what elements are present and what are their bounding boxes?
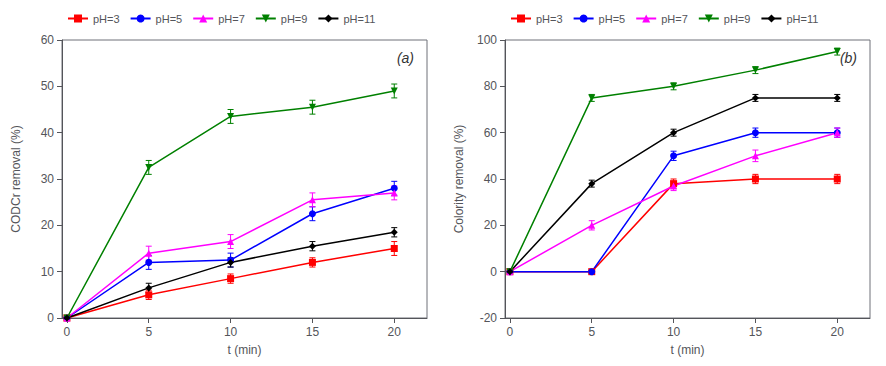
svg-text:pH=5: pH=5 (156, 13, 183, 25)
svg-text:50: 50 (41, 79, 55, 93)
svg-text:CODCr removal (%): CODCr removal (%) (9, 125, 23, 232)
svg-text:10: 10 (667, 325, 681, 339)
svg-text:-20: -20 (480, 311, 498, 325)
svg-text:pH=7: pH=7 (661, 13, 688, 25)
svg-text:60: 60 (41, 33, 55, 47)
svg-text:40: 40 (484, 172, 498, 186)
svg-text:80: 80 (484, 79, 498, 93)
svg-text:0: 0 (507, 325, 514, 339)
svg-text:pH=3: pH=3 (536, 13, 563, 25)
svg-text:100: 100 (477, 33, 497, 47)
svg-text:0: 0 (64, 325, 71, 339)
svg-text:40: 40 (41, 126, 55, 140)
svg-text:(b): (b) (840, 50, 857, 66)
svg-text:(a): (a) (397, 50, 414, 66)
svg-text:pH=3: pH=3 (93, 13, 120, 25)
svg-text:0: 0 (47, 311, 54, 325)
svg-text:20: 20 (388, 325, 402, 339)
svg-text:10: 10 (224, 325, 238, 339)
svg-text:5: 5 (145, 325, 152, 339)
svg-text:pH=11: pH=11 (343, 13, 375, 25)
svg-text:60: 60 (484, 126, 498, 140)
svg-text:pH=7: pH=7 (218, 13, 245, 25)
svg-text:pH=11: pH=11 (786, 13, 818, 25)
svg-text:pH=9: pH=9 (281, 13, 308, 25)
svg-text:pH=9: pH=9 (724, 13, 751, 25)
svg-text:20: 20 (41, 218, 55, 232)
svg-text:20: 20 (484, 218, 498, 232)
svg-text:0: 0 (490, 265, 497, 279)
svg-text:t (min): t (min) (228, 343, 262, 357)
svg-text:15: 15 (306, 325, 320, 339)
svg-text:15: 15 (749, 325, 763, 339)
svg-text:t (min): t (min) (671, 343, 705, 357)
svg-text:5: 5 (588, 325, 595, 339)
svg-text:10: 10 (41, 265, 55, 279)
svg-text:20: 20 (831, 325, 845, 339)
svg-text:Colority removal (%): Colority removal (%) (452, 125, 466, 234)
svg-text:pH=5: pH=5 (599, 13, 626, 25)
svg-text:30: 30 (41, 172, 55, 186)
